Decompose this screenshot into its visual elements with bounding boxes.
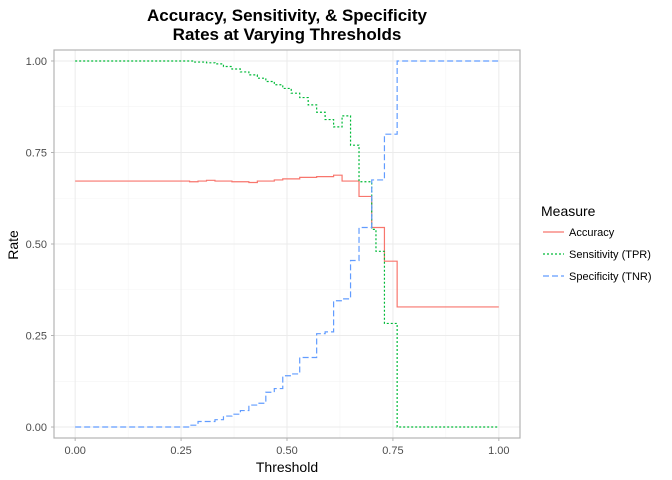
y-tick-label: 0.25	[26, 331, 47, 343]
grid	[54, 50, 520, 438]
legend-label: Sensitivity (TPR)	[569, 249, 651, 261]
x-tick-label: 0.50	[276, 445, 297, 457]
y-axis-ticks: 0.00 0.25 0.50 0.75 1.00	[26, 56, 54, 434]
series-line-specificity-tnr	[75, 60, 499, 428]
y-tick-label: 0.00	[26, 422, 47, 434]
x-tick-label: 0.00	[64, 445, 85, 457]
y-axis-title: Rate	[5, 230, 21, 260]
series-layer	[75, 60, 499, 428]
legend-label: Specificity (TNR)	[569, 271, 652, 283]
y-tick-label: 1.00	[26, 56, 47, 68]
y-tick-label: 0.50	[26, 239, 47, 251]
legend-title: Measure	[541, 203, 596, 219]
x-axis-ticks: 0.00 0.25 0.50 0.75 1.00	[64, 438, 510, 457]
chart-title-line1: Accuracy, Sensitivity, & Specificity	[147, 6, 428, 25]
x-axis-title: Threshold	[256, 459, 318, 475]
chart-title-line2: Rates at Varying Thresholds	[173, 25, 402, 44]
series-line-accuracy	[75, 174, 499, 308]
x-tick-label: 0.75	[382, 445, 403, 457]
legend: Measure Accuracy Sensitivity (TPR) Specifi…	[541, 203, 652, 283]
x-tick-label: 0.25	[170, 445, 191, 457]
y-tick-label: 0.75	[26, 147, 47, 159]
x-tick-label: 1.00	[488, 445, 509, 457]
series-line-sensitivity-tpr	[75, 60, 499, 428]
legend-label: Accuracy	[569, 227, 615, 239]
